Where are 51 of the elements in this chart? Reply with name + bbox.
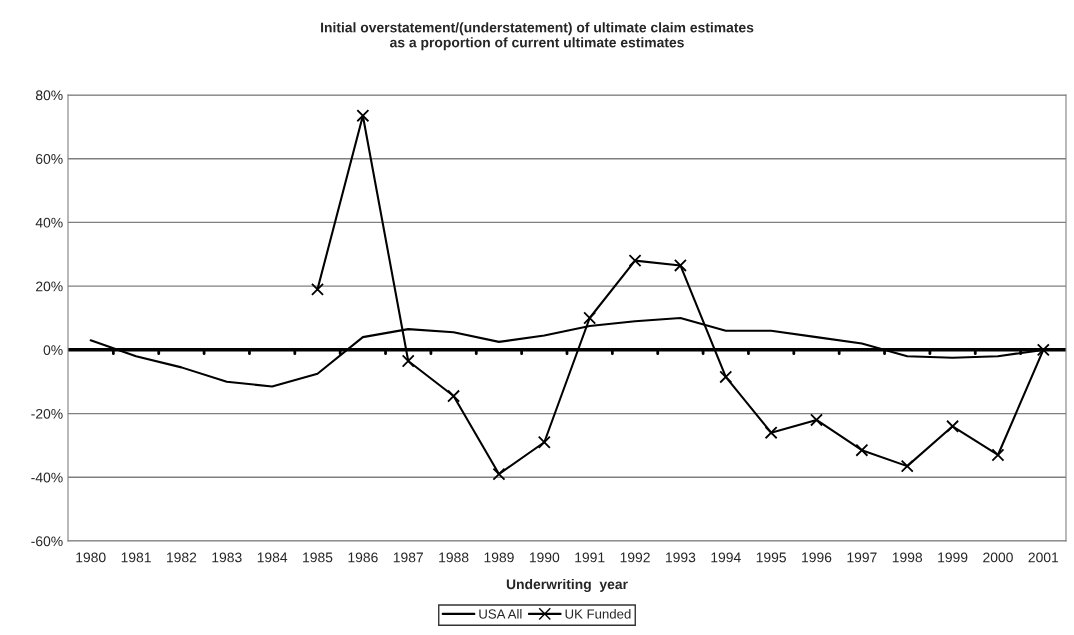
x-tick-label: 1985 xyxy=(303,552,333,563)
point xyxy=(1036,343,1050,357)
point xyxy=(855,443,869,457)
point xyxy=(900,459,914,473)
x-tick-label: 1991 xyxy=(575,552,605,563)
y-tick-label: 80% xyxy=(35,90,63,101)
y-tick-label: -20% xyxy=(31,408,63,419)
y-tick-label: 20% xyxy=(36,281,63,292)
legend-label: USA All xyxy=(479,608,522,619)
x-tick-label: 1998 xyxy=(892,552,923,563)
x-tick-label: 2000 xyxy=(983,552,1013,563)
point xyxy=(492,467,506,481)
chart-title: Initial overstatement/(understatement) of ultimate claim estimates as a proportion of current ultimate estimates xyxy=(321,22,754,51)
point xyxy=(719,370,733,384)
x-tick-label: 1987 xyxy=(393,552,423,563)
x-tick-label: 1995 xyxy=(756,552,786,563)
point xyxy=(401,354,415,368)
point xyxy=(447,389,461,403)
point xyxy=(628,254,642,268)
x-tick-label: 1990 xyxy=(529,552,560,563)
point xyxy=(583,311,597,325)
y-tick-label: 40% xyxy=(35,217,63,228)
x-tick-label: 1993 xyxy=(666,552,696,563)
point xyxy=(810,413,823,427)
x-tick-label: 1986 xyxy=(348,552,378,563)
x-tick-label: 1997 xyxy=(847,552,877,563)
point xyxy=(356,109,370,123)
x-tick-label: 1982 xyxy=(167,552,197,563)
y-tick-label: -40% xyxy=(31,472,63,483)
x-tick-label: 1994 xyxy=(711,552,741,563)
x-tick-label: 1983 xyxy=(212,552,242,563)
point xyxy=(673,258,687,272)
point xyxy=(311,282,324,296)
point xyxy=(946,419,960,433)
legend-label: UK Funded xyxy=(565,608,631,619)
y-tick-label: 60% xyxy=(36,154,63,164)
x-tick-label: 1981 xyxy=(121,552,151,563)
x-tick-label: 1996 xyxy=(802,552,832,563)
x-tick-label: 1999 xyxy=(938,552,968,563)
x-tick-label: 1984 xyxy=(257,552,288,563)
x-tick-label: 2001 xyxy=(1028,552,1059,563)
point xyxy=(764,426,778,440)
x-tick-label: 1992 xyxy=(620,552,650,563)
y-tick-label: 0% xyxy=(43,345,63,356)
x-axis-title: Underwriting year xyxy=(506,578,628,592)
point xyxy=(537,435,551,449)
y-tick-label: -60% xyxy=(31,536,63,547)
point xyxy=(991,448,1005,462)
x-tick-label: 1980 xyxy=(76,552,106,563)
x-tick-label: 1989 xyxy=(484,552,514,563)
x-tick-label: 1988 xyxy=(439,552,469,563)
